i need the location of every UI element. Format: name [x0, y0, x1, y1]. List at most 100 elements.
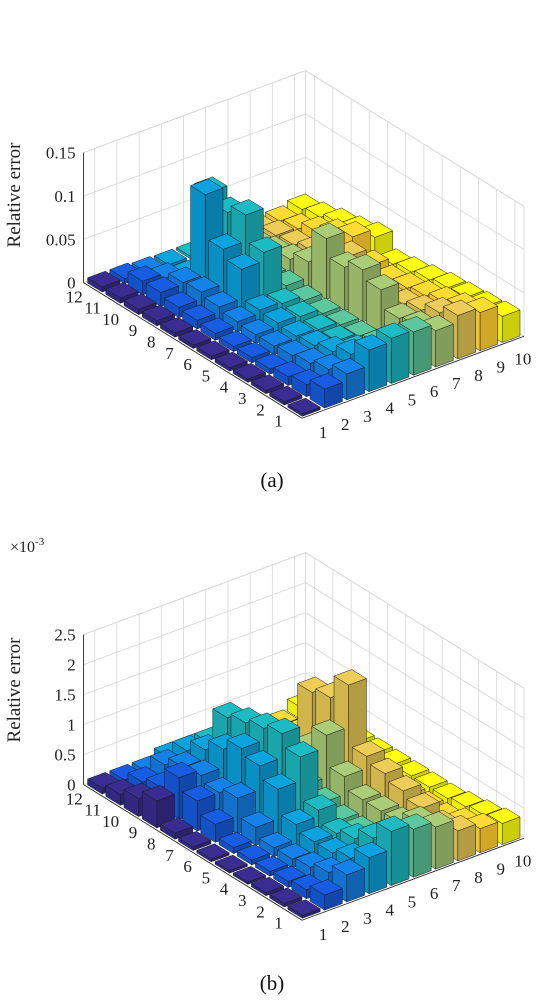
bar: [141, 785, 176, 829]
z-tick-label: 2.5: [54, 626, 75, 645]
y-tick-label: 3: [238, 891, 247, 910]
z-tick-label: 0.1: [54, 187, 75, 206]
z-tick-label: 0.5: [54, 746, 75, 765]
x-tick-label: 5: [408, 390, 417, 409]
y-tick-label: 8: [147, 333, 156, 352]
x-tick-label: 5: [408, 892, 417, 911]
bar: [309, 879, 343, 911]
bar: [200, 808, 234, 843]
grid-line: [83, 612, 525, 749]
grid-line: [83, 156, 525, 294]
bar: [269, 385, 303, 406]
bar: [232, 866, 267, 885]
bar: [178, 831, 212, 851]
bar: [141, 304, 176, 327]
bar: [196, 340, 230, 361]
x-tick-label: 6: [430, 884, 439, 903]
bar: [287, 899, 321, 919]
y-tick-label: 2: [256, 902, 265, 921]
y-tick-label: 1: [274, 914, 283, 933]
axes-b: [83, 634, 525, 921]
y-tick-label: 4: [220, 378, 229, 397]
x-tick-label: 1: [319, 423, 328, 442]
y-tick-label: 3: [238, 389, 247, 408]
y-tick-label: 12: [66, 287, 83, 306]
bar: [250, 374, 285, 395]
y-tick-label: 10: [102, 310, 119, 329]
y-tick-label: 7: [165, 344, 174, 363]
bars-b: [87, 669, 521, 919]
y-tick-label: 11: [85, 299, 101, 318]
bar: [218, 831, 252, 855]
x-axis-line: [301, 837, 525, 921]
bar: [196, 843, 230, 863]
grid-line: [83, 642, 525, 779]
x-tick-label: 7: [452, 876, 461, 895]
y-tick-label: 2: [256, 400, 265, 419]
x-tick-label: 2: [341, 917, 350, 936]
x-tick-label: 2: [341, 415, 350, 434]
y-tick-label: 5: [202, 366, 211, 385]
grid-line: [83, 672, 525, 809]
bar: [159, 817, 194, 840]
x-tick-label: 4: [385, 399, 394, 418]
y-tick-label: 8: [147, 835, 156, 854]
grid-line: [83, 582, 525, 719]
x-axis-line: [301, 335, 525, 419]
grid-line: [83, 113, 525, 250]
x-tick-label: 3: [363, 909, 372, 928]
bar: [159, 317, 194, 338]
grid-line: [83, 552, 525, 689]
z-axis-label-a: Relative error: [4, 142, 25, 248]
bar: [200, 317, 234, 341]
x-tick-label: 8: [474, 868, 483, 887]
y-tick-label: 10: [102, 812, 119, 831]
z-tick-label: 0: [67, 776, 76, 795]
x-tick-label: 10: [514, 349, 531, 368]
z-tick-label: 1: [67, 716, 76, 735]
x-tick-label: 1: [319, 925, 328, 944]
z-tick-label: 0.15: [46, 144, 76, 163]
z-tick-label: 2: [67, 656, 76, 675]
x-tick-label: 4: [385, 901, 394, 920]
y-tick-label: 7: [165, 846, 174, 865]
y-tick-label: 6: [183, 355, 192, 374]
axes-a: [83, 152, 525, 419]
x-tick-label: 9: [496, 358, 505, 377]
bar: [232, 363, 267, 383]
y-tick-label: 1: [274, 412, 283, 431]
z-tick-label: 0: [67, 274, 76, 293]
bar: [269, 887, 303, 908]
caption-a: (a): [260, 468, 283, 492]
caption-b: (b): [260, 971, 285, 995]
y-axis-line: [83, 784, 303, 921]
bar: [353, 841, 388, 895]
grid-line: [83, 70, 525, 207]
y-tick-label: 5: [202, 868, 211, 887]
x-tick-label: 3: [363, 407, 372, 426]
bar: [250, 876, 285, 897]
z-tick-label: 1.5: [54, 686, 75, 705]
x-tick-label: 8: [474, 366, 483, 385]
x-tick-label: 7: [452, 374, 461, 393]
y-tick-label: 6: [183, 857, 192, 876]
bar: [214, 854, 248, 874]
y-tick-label: 9: [129, 823, 138, 842]
x-tick-label: 10: [514, 851, 531, 870]
bar: [214, 351, 248, 372]
z-multiplier-b: ×10-3: [10, 536, 45, 556]
x-tick-label: 6: [430, 382, 439, 401]
bar: [309, 373, 343, 409]
y-tick-label: 12: [66, 789, 83, 808]
y-tick-label: 9: [129, 321, 138, 340]
bar: [287, 397, 321, 417]
y-tick-label: 11: [85, 801, 101, 820]
y-tick-label: 4: [220, 880, 229, 899]
z-tick-label: 0.05: [46, 230, 76, 249]
z-axis-label-b: Relative error: [4, 637, 25, 743]
